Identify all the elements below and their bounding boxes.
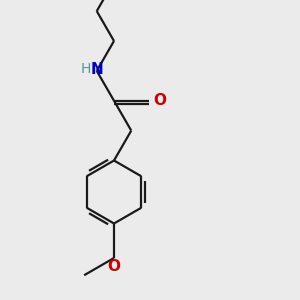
Text: O: O [107,259,121,274]
Text: O: O [153,93,166,108]
Text: N: N [90,62,103,77]
Text: H: H [80,62,91,76]
